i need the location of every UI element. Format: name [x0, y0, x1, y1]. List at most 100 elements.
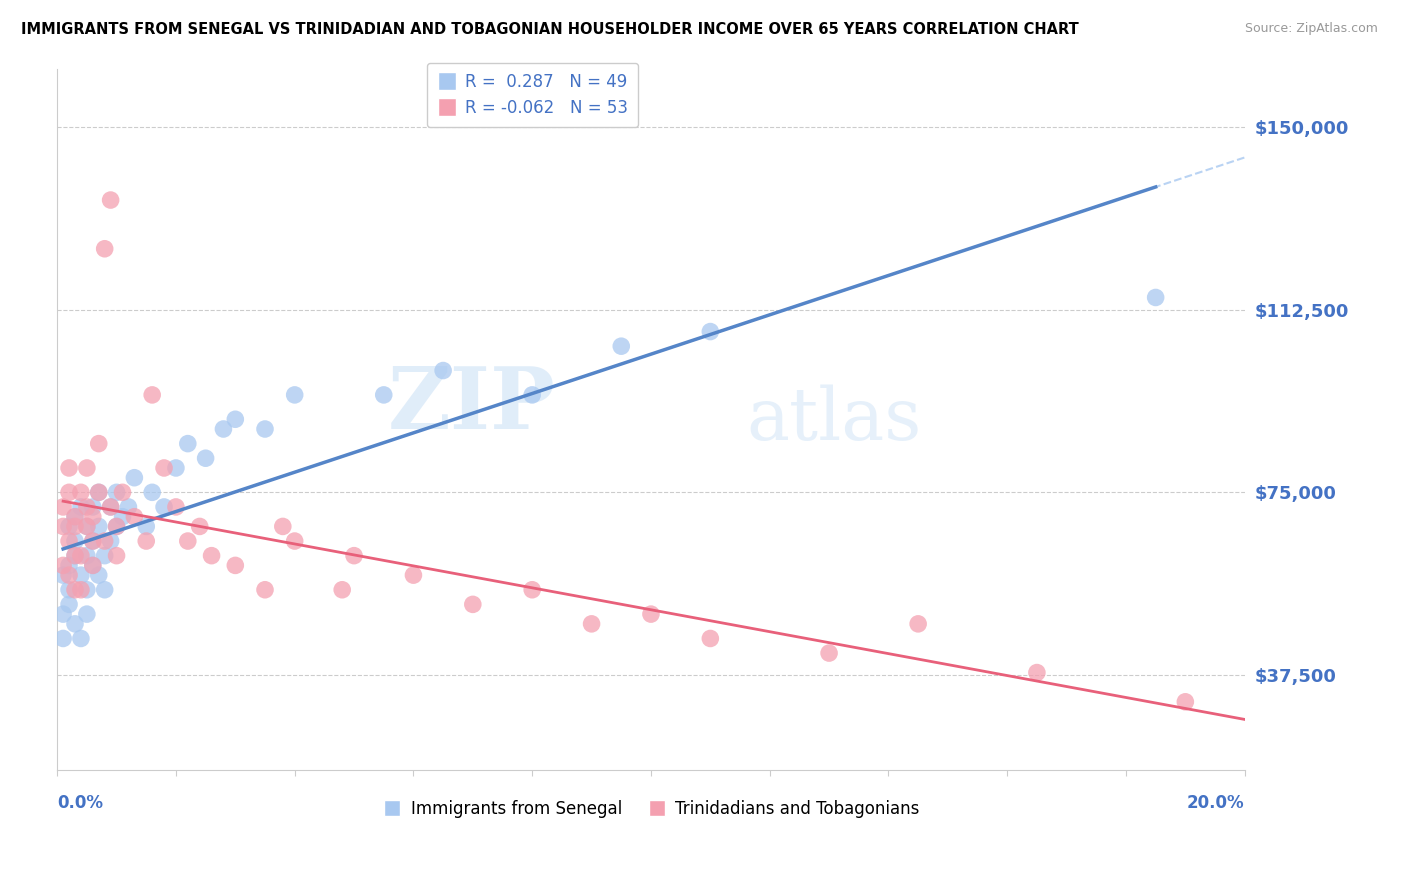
Legend: Immigrants from Senegal, Trinidadians and Tobagonians: Immigrants from Senegal, Trinidadians an…: [375, 794, 927, 825]
Point: [58, 598, 80, 612]
Point: [63, 509, 86, 524]
Point: [100, 500, 122, 514]
Point: [58, 534, 80, 549]
Point: [82, 558, 104, 573]
Point: [581, 616, 603, 631]
Point: [52, 500, 75, 514]
Point: [461, 598, 484, 612]
Point: [63, 616, 86, 631]
Point: [82, 500, 104, 514]
Point: [200, 549, 222, 563]
Point: [70, 582, 93, 597]
Point: [818, 646, 841, 660]
Point: [63, 509, 86, 524]
Point: [343, 549, 366, 563]
Point: [141, 388, 163, 402]
Point: [58, 519, 80, 533]
Point: [63, 549, 86, 563]
Point: [522, 388, 544, 402]
Point: [284, 534, 307, 549]
Point: [70, 632, 93, 646]
Point: [253, 582, 276, 597]
Point: [253, 422, 276, 436]
Point: [194, 451, 217, 466]
Point: [432, 363, 454, 377]
Text: IMMIGRANTS FROM SENEGAL VS TRINIDADIAN AND TOBAGONIAN HOUSEHOLDER INCOME OVER 65: IMMIGRANTS FROM SENEGAL VS TRINIDADIAN A…: [21, 22, 1078, 37]
Point: [522, 582, 544, 597]
Point: [58, 568, 80, 582]
Point: [141, 485, 163, 500]
Point: [1174, 695, 1197, 709]
Point: [135, 534, 157, 549]
Point: [63, 549, 86, 563]
Point: [87, 519, 110, 533]
Point: [58, 582, 80, 597]
Point: [699, 632, 721, 646]
Point: [52, 519, 75, 533]
Point: [699, 325, 721, 339]
Point: [135, 519, 157, 533]
Point: [52, 558, 75, 573]
Point: [177, 534, 200, 549]
Point: [640, 607, 662, 621]
Point: [124, 471, 146, 485]
Text: 20.0%: 20.0%: [1187, 795, 1244, 813]
Point: [284, 388, 307, 402]
Point: [373, 388, 395, 402]
Point: [105, 519, 128, 533]
Point: [76, 549, 98, 563]
Point: [1144, 290, 1167, 304]
Point: [58, 558, 80, 573]
Point: [330, 582, 353, 597]
Point: [63, 582, 86, 597]
Point: [52, 607, 75, 621]
Point: [165, 461, 187, 475]
Point: [188, 519, 211, 533]
Point: [63, 519, 86, 533]
Point: [52, 568, 75, 582]
Point: [82, 534, 104, 549]
Point: [82, 534, 104, 549]
Point: [105, 519, 128, 533]
Point: [93, 582, 115, 597]
Point: [105, 485, 128, 500]
Point: [82, 509, 104, 524]
Point: [111, 485, 134, 500]
Point: [76, 461, 98, 475]
Point: [100, 193, 122, 207]
Point: [87, 485, 110, 500]
Point: [100, 534, 122, 549]
Point: [93, 534, 115, 549]
Point: [58, 461, 80, 475]
Point: [212, 422, 235, 436]
Point: [165, 500, 187, 514]
Point: [76, 500, 98, 514]
Point: [907, 616, 929, 631]
Point: [105, 549, 128, 563]
Point: [52, 632, 75, 646]
Point: [87, 568, 110, 582]
Point: [76, 607, 98, 621]
Point: [76, 519, 98, 533]
Point: [111, 509, 134, 524]
Point: [70, 549, 93, 563]
Text: atlas: atlas: [747, 384, 921, 455]
Point: [100, 500, 122, 514]
Text: Source: ZipAtlas.com: Source: ZipAtlas.com: [1244, 22, 1378, 36]
Point: [224, 558, 246, 573]
Point: [177, 436, 200, 450]
Point: [82, 558, 104, 573]
Point: [224, 412, 246, 426]
Text: ZIP: ZIP: [388, 363, 555, 447]
Point: [58, 485, 80, 500]
Point: [70, 568, 93, 582]
Point: [153, 461, 176, 475]
Point: [70, 500, 93, 514]
Point: [70, 485, 93, 500]
Point: [610, 339, 633, 353]
Text: 0.0%: 0.0%: [58, 795, 103, 813]
Point: [87, 436, 110, 450]
Point: [124, 509, 146, 524]
Point: [87, 485, 110, 500]
Point: [1025, 665, 1047, 680]
